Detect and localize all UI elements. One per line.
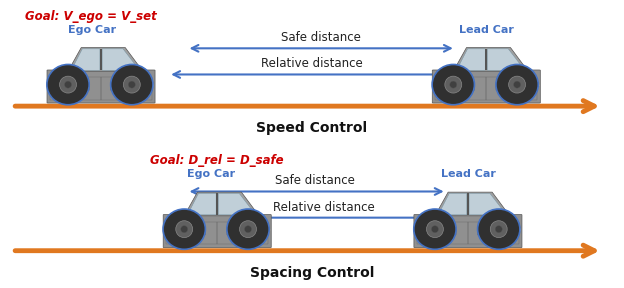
FancyBboxPatch shape [464, 86, 474, 90]
Ellipse shape [445, 76, 462, 93]
Ellipse shape [245, 226, 251, 233]
Text: Safe distance: Safe distance [275, 174, 355, 187]
Ellipse shape [240, 221, 256, 238]
Text: Goal: D_rel = D_safe: Goal: D_rel = D_safe [150, 154, 283, 167]
Ellipse shape [163, 209, 205, 249]
Ellipse shape [59, 76, 77, 93]
FancyBboxPatch shape [79, 86, 89, 90]
Ellipse shape [431, 226, 439, 233]
Polygon shape [453, 48, 528, 71]
Ellipse shape [414, 209, 456, 249]
FancyBboxPatch shape [414, 215, 522, 248]
Ellipse shape [415, 227, 422, 233]
Polygon shape [485, 49, 487, 70]
Polygon shape [68, 48, 143, 71]
Ellipse shape [530, 82, 539, 88]
Ellipse shape [145, 82, 154, 88]
Ellipse shape [48, 82, 55, 88]
Ellipse shape [129, 81, 135, 88]
Ellipse shape [110, 65, 153, 105]
Polygon shape [218, 194, 256, 215]
Ellipse shape [434, 82, 440, 88]
Text: Lead Car: Lead Car [441, 169, 495, 179]
Ellipse shape [477, 209, 520, 249]
Ellipse shape [509, 76, 525, 93]
Polygon shape [467, 194, 469, 215]
Ellipse shape [432, 65, 474, 105]
Ellipse shape [490, 221, 507, 238]
Ellipse shape [450, 81, 457, 88]
FancyBboxPatch shape [47, 70, 155, 103]
Ellipse shape [164, 227, 171, 233]
FancyBboxPatch shape [195, 230, 205, 235]
Ellipse shape [181, 226, 188, 233]
Polygon shape [487, 49, 525, 70]
Polygon shape [100, 49, 102, 70]
Ellipse shape [514, 81, 520, 88]
Text: Relative distance: Relative distance [273, 200, 375, 213]
FancyBboxPatch shape [478, 230, 488, 235]
Text: Goal: V_ego = V_set: Goal: V_ego = V_set [24, 10, 157, 23]
Ellipse shape [512, 227, 521, 233]
Ellipse shape [495, 226, 502, 233]
Ellipse shape [176, 221, 193, 238]
Ellipse shape [496, 65, 539, 105]
Ellipse shape [227, 209, 269, 249]
Text: Lead Car: Lead Car [459, 25, 514, 35]
Polygon shape [71, 49, 100, 70]
FancyBboxPatch shape [446, 230, 456, 235]
FancyBboxPatch shape [111, 86, 121, 90]
Ellipse shape [261, 227, 270, 233]
FancyBboxPatch shape [432, 70, 540, 103]
Ellipse shape [426, 221, 444, 238]
Ellipse shape [64, 81, 72, 88]
Polygon shape [184, 192, 259, 216]
Text: Ego Car: Ego Car [187, 169, 235, 179]
Ellipse shape [47, 65, 89, 105]
Polygon shape [188, 194, 216, 215]
Polygon shape [469, 194, 507, 215]
Polygon shape [102, 49, 140, 70]
Polygon shape [438, 194, 467, 215]
Polygon shape [216, 194, 218, 215]
FancyBboxPatch shape [163, 215, 271, 248]
Text: Speed Control: Speed Control [256, 121, 368, 135]
Text: Relative distance: Relative distance [261, 57, 363, 70]
Text: Safe distance: Safe distance [281, 31, 361, 44]
Polygon shape [457, 49, 485, 70]
Text: Ego Car: Ego Car [68, 25, 116, 35]
FancyBboxPatch shape [496, 86, 506, 90]
Polygon shape [435, 192, 510, 216]
Text: Spacing Control: Spacing Control [250, 266, 374, 280]
FancyBboxPatch shape [227, 230, 237, 235]
Ellipse shape [124, 76, 140, 93]
